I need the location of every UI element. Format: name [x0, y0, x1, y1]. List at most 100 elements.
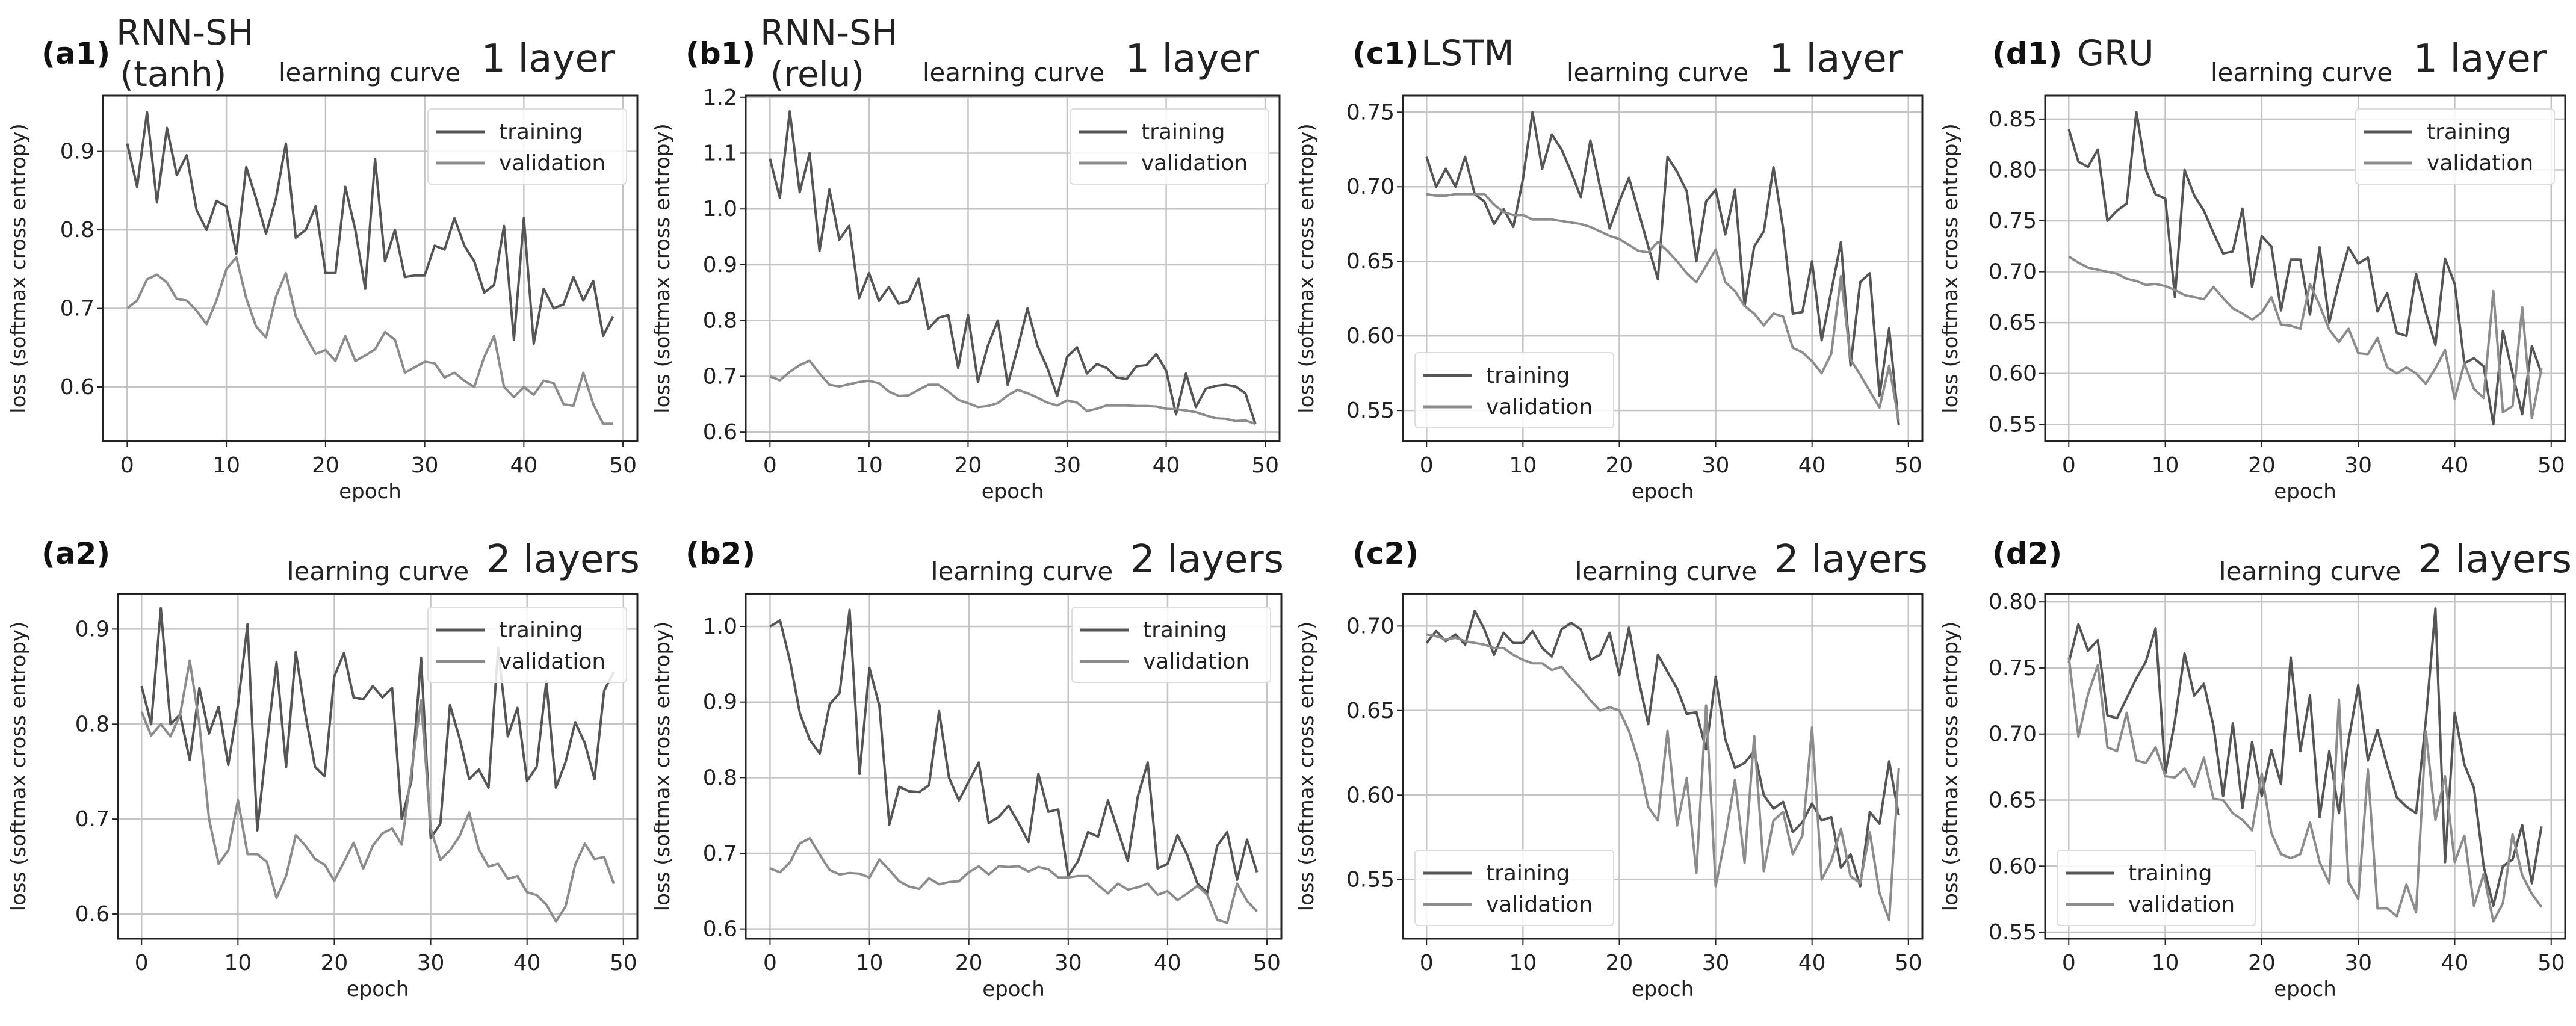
legend-box — [427, 108, 627, 185]
validation-line — [2068, 255, 2543, 420]
validation-legend-label: validation — [499, 151, 605, 176]
y-tick-label: 0.80 — [1989, 158, 2037, 182]
x-tick-label: 20 — [955, 951, 983, 975]
x-tick-label: 50 — [1251, 453, 1279, 478]
x-tick-label: 30 — [411, 453, 439, 478]
validation-line — [140, 659, 615, 923]
y-tick-label: 0.75 — [1989, 209, 2037, 233]
x-tick-label: 10 — [224, 951, 252, 975]
training-line — [140, 607, 615, 839]
chart-title: learning curve — [2219, 557, 2401, 586]
y-tick-label: 0.6 — [703, 917, 737, 942]
x-tick-label: 0 — [120, 453, 134, 478]
x-tick-label: 50 — [2537, 453, 2565, 478]
layers-title: 2 layers — [486, 537, 640, 582]
x-tick-label: 50 — [1895, 951, 1922, 975]
x-tick-label: 0 — [2062, 453, 2076, 478]
y-tick-label: 0.65 — [1346, 699, 1395, 723]
x-tick-label: 20 — [2248, 453, 2276, 478]
layers-title: 2 layers — [1774, 537, 1928, 582]
y-tick-label: 0.8 — [75, 712, 110, 737]
layers-title: 1 layer — [1769, 37, 1903, 81]
legend-box — [427, 607, 627, 683]
x-axis-label: epoch — [2274, 480, 2336, 504]
x-tick-label: 40 — [1153, 453, 1180, 478]
y-tick-label: 0.7 — [60, 297, 94, 321]
y-tick-label: 0.65 — [1989, 788, 2037, 812]
x-tick-label: 0 — [1420, 951, 1434, 975]
legend-box — [2057, 850, 2256, 926]
x-tick-label: 30 — [1702, 453, 1730, 478]
validation-legend-label: validation — [499, 649, 605, 674]
x-tick-label: 40 — [1798, 951, 1826, 975]
y-tick-label: 0.60 — [1989, 362, 2037, 386]
y-tick-label: 0.8 — [60, 218, 94, 243]
x-tick-label: 30 — [2344, 951, 2372, 975]
model-name: GRU — [2077, 32, 2154, 73]
chart-title: learning curve — [1575, 557, 1757, 586]
legend: training validation — [1071, 607, 1271, 683]
legend-box — [2355, 108, 2555, 185]
x-tick-label: 10 — [1509, 453, 1537, 478]
y-tick-label: 0.9 — [60, 140, 94, 164]
y-tick-label: 1.0 — [703, 614, 737, 639]
x-tick-label: 20 — [1606, 951, 1633, 975]
y-axis-label: loss (softmax cross entropy) — [1295, 123, 1319, 413]
x-axis-label: epoch — [339, 480, 401, 504]
y-tick-label: 0.70 — [1989, 260, 2037, 285]
chart-title: learning curve — [1567, 58, 1748, 87]
y-tick-label: 0.60 — [1346, 783, 1395, 808]
validation-legend-label: validation — [2128, 892, 2235, 917]
training-legend-label: training — [499, 618, 583, 643]
y-tick-label: 0.55 — [1989, 412, 2037, 437]
y-axis-label: loss (softmax cross entropy) — [1939, 123, 1963, 413]
x-tick-label: 30 — [417, 951, 445, 975]
x-tick-label: 0 — [2062, 951, 2076, 975]
x-tick-label: 50 — [609, 453, 637, 478]
axes-frame — [745, 593, 1283, 940]
x-axis-label: epoch — [982, 977, 1045, 1001]
y-axis-label: loss (softmax cross entropy) — [651, 123, 675, 413]
axes-frame — [1402, 593, 1924, 940]
panel-label: (d2) — [1992, 536, 2062, 571]
x-tick-label: 30 — [2344, 453, 2372, 478]
x-tick-label: 0 — [135, 951, 149, 975]
training-line — [769, 608, 1259, 894]
validation-line — [1426, 633, 1900, 922]
panel-label: (a2) — [42, 536, 110, 571]
legend: training validation — [2355, 108, 2555, 185]
model-name: RNN-SH — [116, 12, 253, 53]
axes-frame — [1402, 94, 1924, 442]
y-tick-label: 0.70 — [1346, 614, 1395, 638]
chart-title: learning curve — [923, 58, 1104, 87]
legend-box — [1070, 108, 1269, 185]
y-tick-label: 0.9 — [703, 253, 737, 277]
training-legend-label: training — [1486, 363, 1570, 388]
validation-line — [1426, 193, 1900, 421]
legend: training validation — [427, 607, 627, 683]
x-tick-label: 40 — [2441, 951, 2469, 975]
training-line — [1425, 610, 1900, 888]
panel-a2: (a2) 2 layers learning curve 0 10 20 30 40 50 0.6… — [7, 536, 640, 1001]
y-tick-label: 0.6 — [60, 375, 94, 400]
y-tick-label: 0.70 — [1346, 175, 1395, 199]
axes-frame — [2044, 593, 2566, 940]
panel-label: (c2) — [1352, 536, 1419, 571]
x-tick-label: 10 — [1509, 951, 1537, 975]
x-tick-label: 10 — [856, 951, 884, 975]
validation-legend-label: validation — [1486, 892, 1593, 917]
x-tick-label: 10 — [2152, 951, 2179, 975]
training-line — [2067, 607, 2543, 907]
x-tick-label: 50 — [1895, 453, 1922, 478]
legend-box — [1414, 352, 1614, 428]
x-tick-label: 0 — [763, 951, 777, 975]
validation-line — [769, 836, 1258, 924]
validation-legend-label: validation — [1486, 395, 1593, 419]
x-tick-label: 40 — [2441, 453, 2469, 478]
chart-title: learning curve — [2211, 58, 2392, 87]
x-tick-label: 10 — [2152, 453, 2179, 478]
axes-frame — [102, 94, 639, 442]
panel-d2: (d2) 2 layers learning curve 0 10 20 30 40 50 0.5… — [1939, 536, 2572, 1001]
panel-label: (b2) — [686, 536, 755, 571]
y-tick-label: 1.0 — [703, 197, 737, 221]
